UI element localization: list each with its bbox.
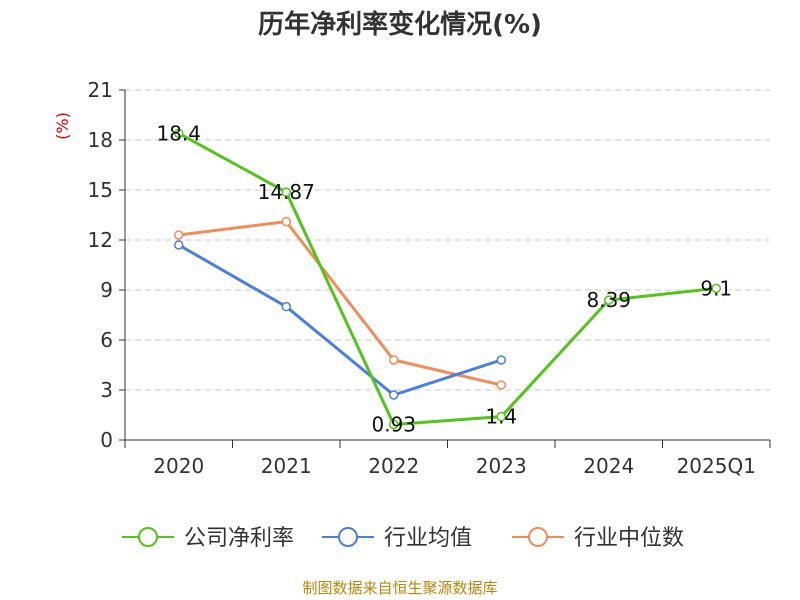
data-label: 0.93 <box>371 413 416 437</box>
chart-title: 历年净利率变化情况(%) <box>258 9 542 40</box>
data-point <box>174 230 184 240</box>
data-point <box>281 216 291 227</box>
x-tick-label: 2022 <box>368 454 419 478</box>
series-lines <box>174 128 721 430</box>
data-point <box>174 240 184 250</box>
x-tick-label: 2024 <box>583 454 634 478</box>
x-tick-label: 2021 <box>261 454 312 478</box>
data-label: 18.4 <box>156 121 201 145</box>
series-line-1 <box>178 243 502 397</box>
y-tick-label: 0 <box>100 428 113 452</box>
data-point <box>711 283 721 294</box>
legend-marker <box>528 527 548 547</box>
y-tick-label: 15 <box>88 178 113 202</box>
data-labels: 18.4 14.87 0.93 1.4 8.39 9.1 <box>156 121 732 436</box>
y-tick-label: 3 <box>100 378 113 402</box>
x-tick-label: 2023 <box>476 454 527 478</box>
legend-label: 行业均值 <box>384 526 472 551</box>
legend-marker <box>138 527 158 547</box>
data-point <box>496 411 506 422</box>
source-note: 制图数据来自恒生聚源数据库 <box>302 579 497 597</box>
series-line-0 <box>178 132 717 426</box>
y-tick-label: 6 <box>100 328 113 352</box>
data-point <box>389 355 399 365</box>
data-point <box>281 301 291 312</box>
data-point <box>389 419 399 430</box>
data-label: 8.39 <box>586 288 631 312</box>
data-point <box>174 128 184 139</box>
data-point <box>496 355 506 365</box>
data-label: 14.87 <box>258 180 315 204</box>
y-tick-label: 21 <box>88 78 113 102</box>
data-point <box>389 390 399 400</box>
y-tick-label: 9 <box>100 278 113 302</box>
data-label: 1.4 <box>485 405 517 429</box>
legend: 公司净利率 行业均值 行业中位数 <box>122 526 684 551</box>
axes: 0 3 6 9 12 15 18 21 2020 2021 2022 2023 2024 2025Q1 <box>88 78 771 478</box>
legend-label: 行业中位数 <box>574 526 684 551</box>
series-line-2 <box>178 220 502 387</box>
data-point <box>281 187 291 197</box>
y-axis-unit: (%) <box>53 112 72 140</box>
legend-label: 公司净利率 <box>184 526 294 551</box>
data-label: 9.1 <box>700 276 732 300</box>
y-tick-label: 12 <box>88 228 113 252</box>
x-tick-label: 2020 <box>153 454 204 478</box>
data-point <box>604 295 614 305</box>
legend-marker <box>338 527 358 547</box>
y-tick-label: 18 <box>88 128 113 152</box>
data-point <box>496 380 506 390</box>
x-tick-label: 2025Q1 <box>677 454 756 478</box>
gridlines <box>125 89 770 391</box>
